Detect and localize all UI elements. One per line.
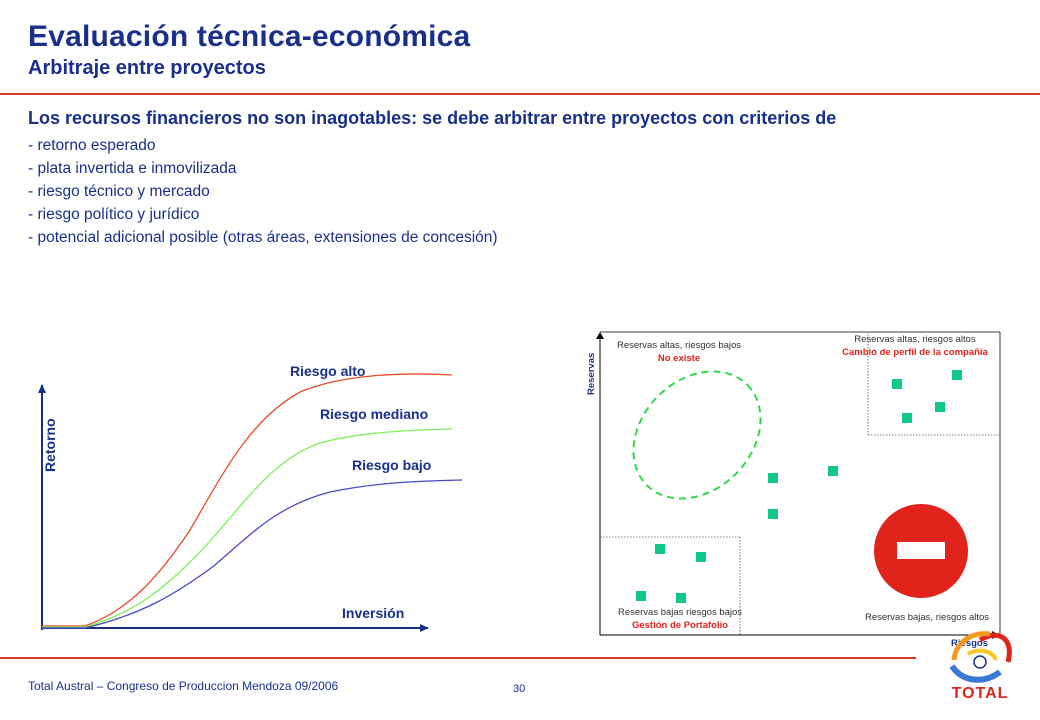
project-marker [768, 473, 778, 483]
y-axis-label: Retorno [42, 418, 58, 472]
footer-caption: Total Austral – Congreso de Produccion M… [28, 679, 339, 693]
quadrant-title-low-low: Reservas bajas riesgos bajos [618, 607, 742, 618]
criteria-item: - potencial adicional posible (otras áre… [28, 229, 498, 246]
project-marker [636, 591, 646, 601]
reserves-axis-label: Reservas [586, 353, 597, 395]
footer-divider [0, 657, 916, 659]
project-marker [902, 413, 912, 423]
total-logo-text: TOTAL [952, 685, 1009, 702]
portfolio-matrix: Reservas altas, riesgos bajos No existe … [586, 331, 1001, 649]
quadrant-title-high-low: Reservas altas, riesgos bajos [617, 340, 741, 351]
project-marker [676, 593, 686, 603]
curve-medium-risk [42, 428, 453, 628]
label-high-risk: Riesgo alto [290, 363, 365, 379]
project-marker [655, 544, 665, 554]
criteria-item: - riesgo técnico y mercado [28, 183, 210, 200]
criteria-item: - retorno esperado [28, 137, 156, 154]
curve-low-risk [42, 479, 463, 629]
slide-subtitle: Arbitraje entre proyectos [28, 57, 266, 79]
title-divider [0, 93, 1040, 95]
project-marker [892, 379, 902, 389]
label-medium-risk: Riesgo mediano [320, 406, 428, 422]
project-marker [935, 402, 945, 412]
quadrant-title-high-high: Reservas altas, riesgos altos [854, 334, 976, 345]
no-existe-ellipse [632, 370, 762, 500]
intro-text: Los recursos financieros no son inagotab… [28, 108, 837, 128]
project-marker [828, 466, 838, 476]
total-logo: TOTAL [949, 631, 1012, 702]
x-axis-label: Inversión [342, 605, 404, 621]
slide-title: Evaluación técnica-económica [28, 20, 471, 53]
project-marker [768, 509, 778, 519]
criteria-item: - plata invertida e inmovilizada [28, 160, 237, 177]
project-marker [696, 552, 706, 562]
curve-high-risk [42, 373, 453, 627]
criteria-list: - retorno esperado - plata invertida e i… [28, 134, 498, 249]
risk-return-diagram: Riesgo alto Riesgo mediano Riesgo bajo I… [38, 363, 463, 632]
quadrant-title-low-high: Reservas bajas, riesgos altos [865, 612, 989, 623]
quadrant-note-high-low: No existe [658, 353, 700, 364]
criteria-item: - riesgo político y jurídico [28, 206, 200, 223]
quadrant-note-low-low: Gestión de Portafolio [632, 620, 728, 631]
quadrant-note-high-high: Cambio de perfil de la compañía [842, 347, 988, 358]
risks-axis-label: Riesgos [951, 638, 988, 649]
project-marker [952, 370, 962, 380]
no-entry-icon [874, 504, 968, 598]
label-low-risk: Riesgo bajo [352, 457, 431, 473]
page-number: 30 [513, 683, 526, 695]
